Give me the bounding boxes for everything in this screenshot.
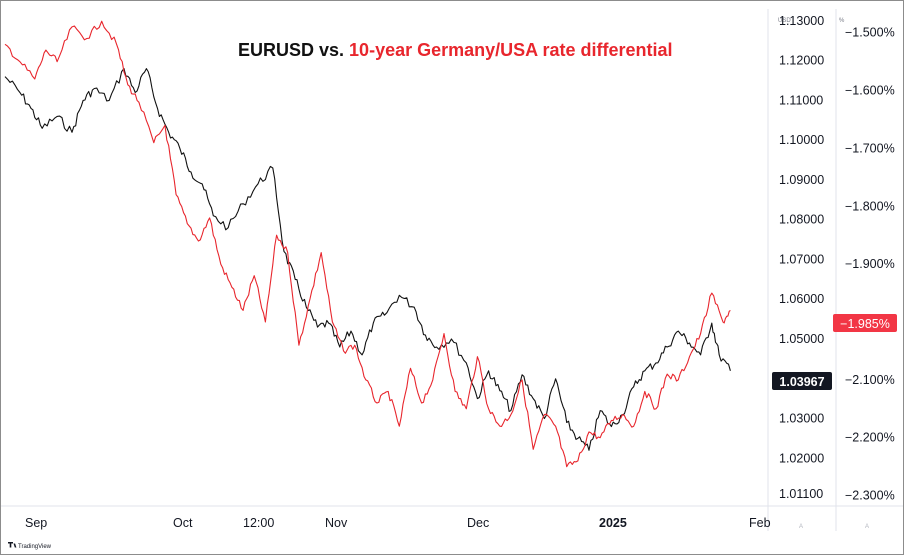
series-layer — [4, 20, 731, 468]
time-axis-tick-label: 2025 — [599, 516, 627, 530]
tradingview-label: TradingView — [18, 544, 52, 550]
right-axis-tick-label: −2.100% — [845, 373, 895, 387]
left-axis-ticks: 1.13000 1.12000 1.11000 1.10000 1.09000 1.080… — [779, 14, 824, 501]
right-axis-unit: % — [839, 18, 845, 24]
tradingview-watermark: TradingView — [8, 542, 52, 550]
eurusd-series-line — [4, 68, 731, 451]
left-axis-tick-label: 1.13000 — [779, 14, 824, 28]
tradingview-logo-icon — [8, 542, 17, 548]
eurusd-last-badge: 1.03967 — [772, 372, 832, 390]
title-part-eurusd: EURUSD vs. — [238, 40, 349, 60]
diff-last-value: −1.985% — [840, 317, 890, 331]
time-axis-tick-label: 12:00 — [243, 516, 274, 530]
time-axis-tick-label: Sep — [25, 516, 47, 530]
left-axis-tick-label: 1.06000 — [779, 292, 824, 306]
left-axis-tick-label: 1.12000 — [779, 54, 824, 68]
eurusd-last-value: 1.03967 — [779, 375, 824, 389]
time-axis-tick-label: Feb — [749, 516, 771, 530]
right-axis-tick-label: −1.600% — [845, 84, 895, 98]
diff-last-badge: −1.985% — [833, 314, 897, 332]
left-axis-tick-label: 1.09000 — [779, 173, 824, 187]
right-scale-auto-button[interactable]: A — [865, 524, 869, 530]
left-axis-tick-label: 1.07000 — [779, 253, 824, 267]
left-axis-tick-label: 1.03000 — [779, 412, 824, 426]
left-scale-auto-button[interactable]: A — [799, 524, 803, 530]
left-axis-tick-label: 1.02000 — [779, 451, 824, 465]
time-axis-tick-label: Nov — [325, 516, 348, 530]
right-axis-tick-label: −1.500% — [845, 26, 895, 40]
left-axis-tick-label: 1.01100 — [779, 487, 823, 501]
right-axis-tick-label: −2.300% — [845, 489, 895, 503]
right-axis-tick-label: −1.800% — [845, 199, 895, 213]
right-axis-tick-label: −2.200% — [845, 431, 895, 445]
right-axis-tick-label: −1.700% — [845, 141, 895, 155]
rate-differential-series-line — [4, 20, 731, 468]
left-axis-tick-label: 1.10000 — [779, 133, 824, 147]
time-axis-tick-label: Dec — [467, 516, 489, 530]
left-axis-tick-label: 1.05000 — [779, 332, 824, 346]
time-axis-tick-label: Oct — [173, 516, 193, 530]
left-axis-unit: USD — [778, 18, 791, 24]
title-part-differential: 10-year Germany/USA rate differential — [349, 40, 672, 60]
left-axis-tick-label: 1.08000 — [779, 213, 824, 227]
left-axis-tick-label: 1.11000 — [779, 93, 823, 107]
right-axis-ticks: −1.500%−1.600%−1.700%−1.800%−1.900%−2.00… — [845, 26, 895, 503]
time-axis-ticks: Sep Oct 12:00 Nov Dec 2025 Feb — [25, 516, 771, 530]
chart-title: EURUSD vs. 10-year Germany/USA rate diff… — [238, 40, 673, 60]
right-axis-tick-label: −1.900% — [845, 257, 895, 271]
